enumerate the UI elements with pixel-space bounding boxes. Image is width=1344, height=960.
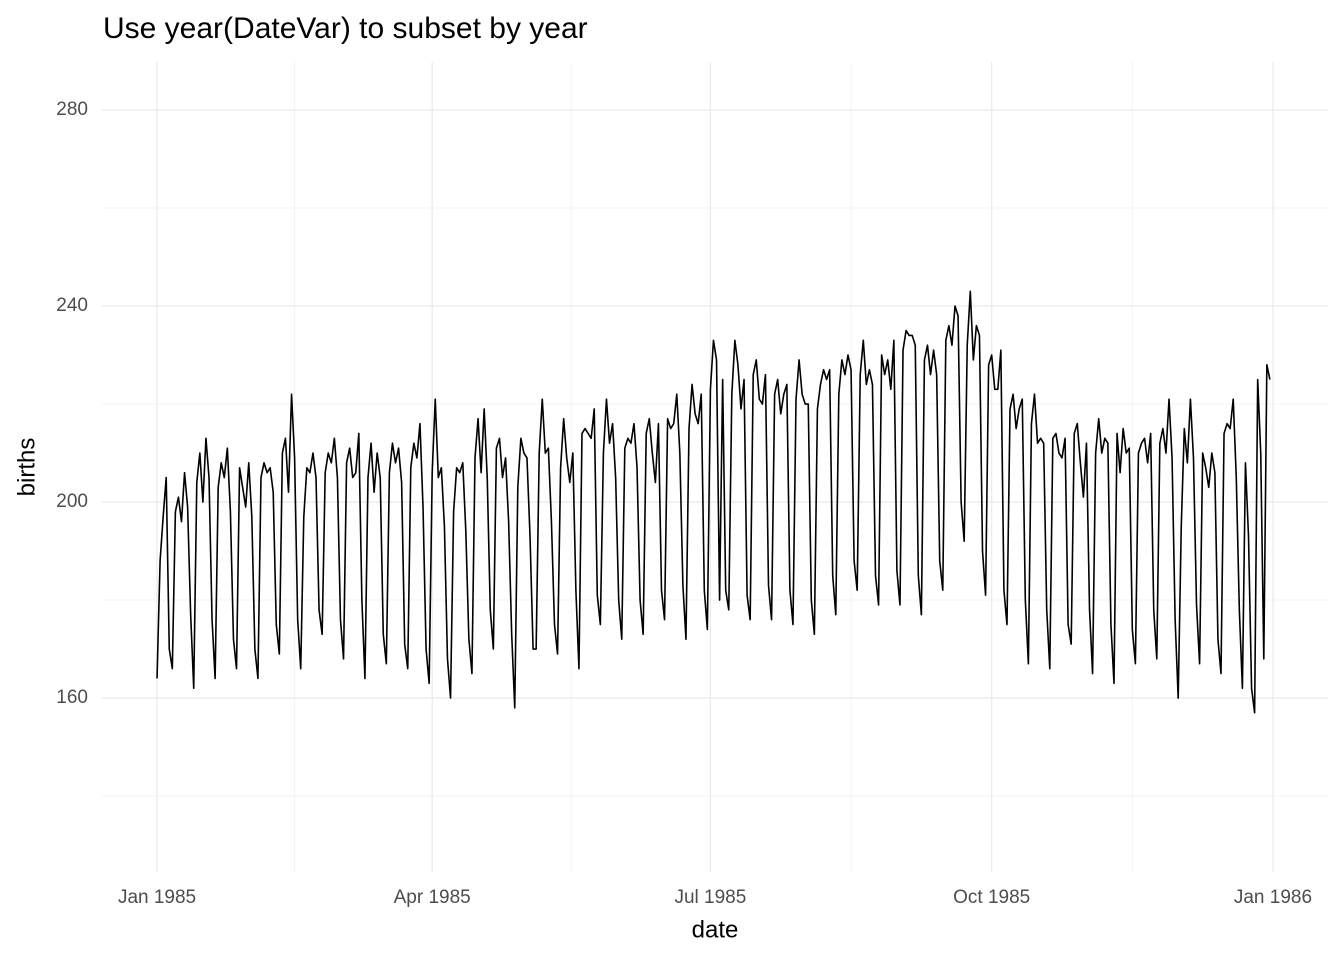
- x-tick-label: Jul 1985: [674, 887, 746, 908]
- x-tick-label: Jan 1986: [1234, 887, 1312, 908]
- y-tick-label: 280: [56, 99, 88, 120]
- x-tick-label: Apr 1985: [394, 887, 471, 908]
- y-tick-label: 200: [56, 491, 88, 512]
- chart-title: Use year(DateVar) to subset by year: [103, 12, 588, 45]
- x-axis-title: date: [692, 916, 739, 943]
- x-tick-label: Oct 1985: [953, 887, 1030, 908]
- x-tick-label: Jan 1985: [118, 887, 196, 908]
- y-axis-title: births: [13, 438, 40, 497]
- data-line: [156, 290, 1271, 714]
- y-tick-label: 160: [56, 687, 88, 708]
- y-tick-label: 240: [56, 295, 88, 316]
